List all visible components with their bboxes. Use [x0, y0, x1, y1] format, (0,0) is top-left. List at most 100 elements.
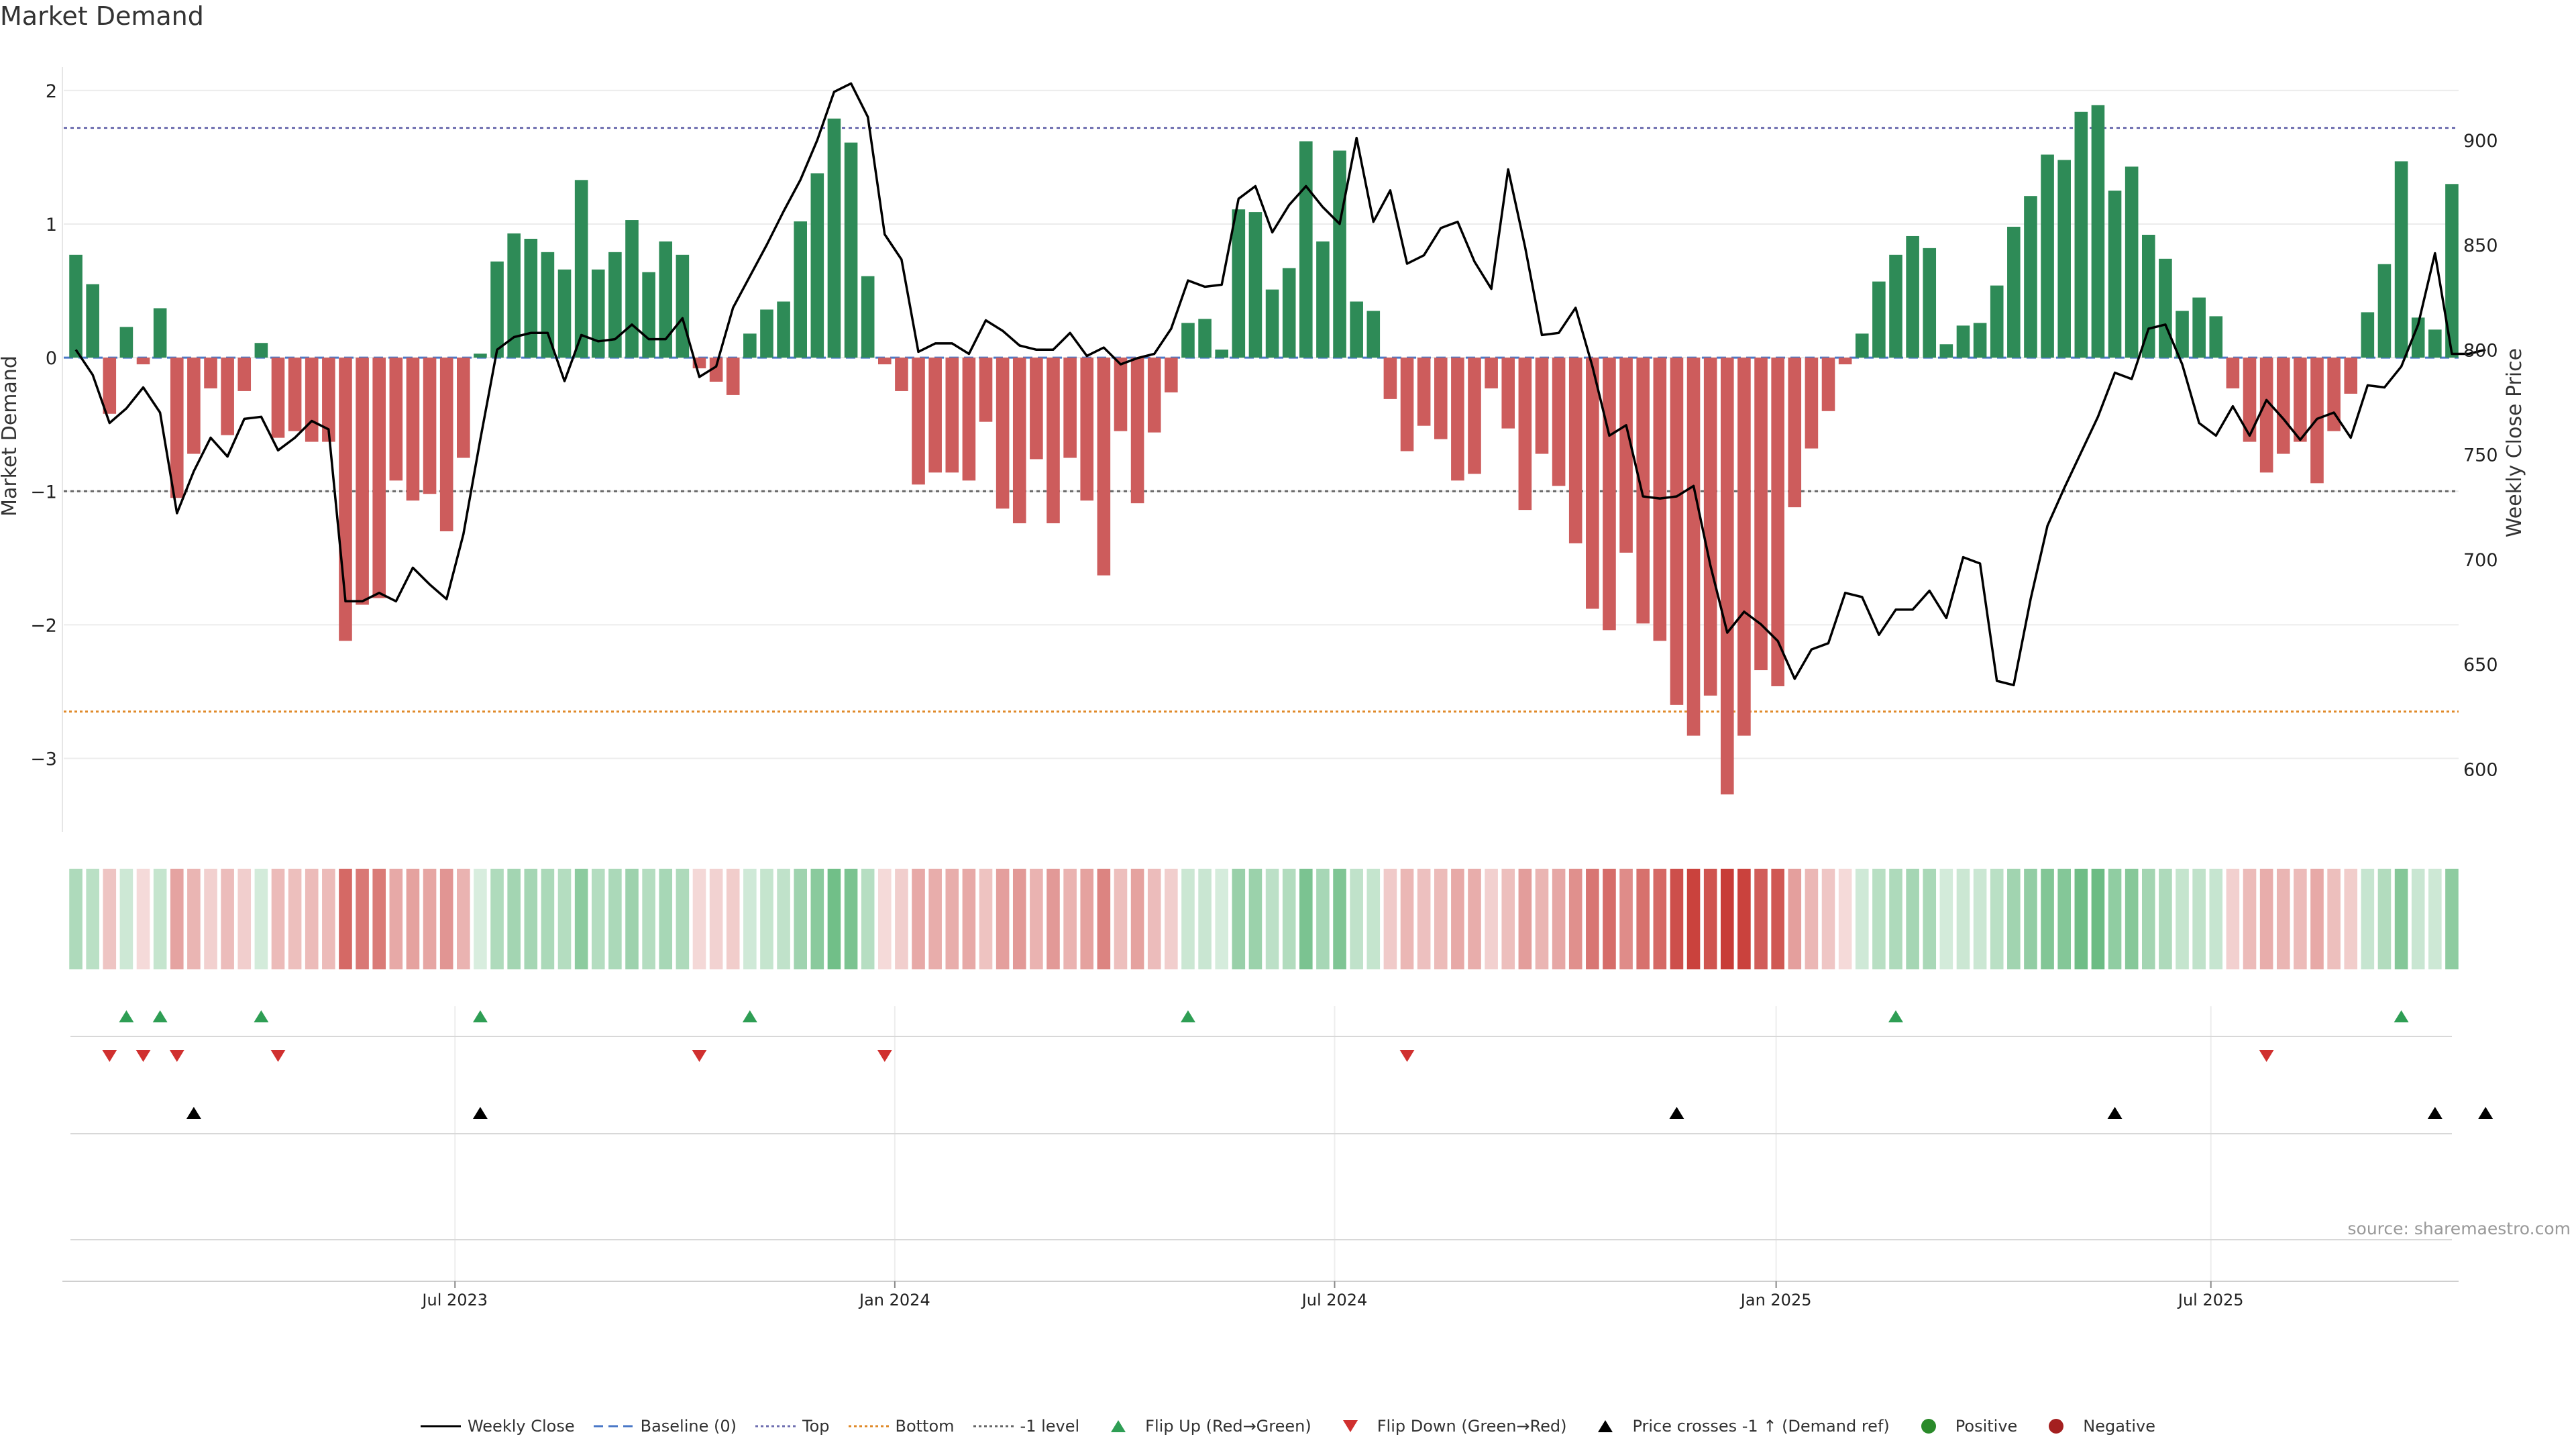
legend-triangle-up-icon [1111, 1420, 1126, 1432]
heat-cell [2176, 869, 2189, 969]
demand-bar [1906, 235, 1919, 358]
heat-cell [743, 869, 757, 969]
legend-swatch-icon [1921, 1419, 1936, 1434]
heat-cell [945, 869, 959, 969]
demand-bar [1754, 358, 1768, 671]
heat-cell [1518, 869, 1532, 969]
heat-cell [1030, 869, 1043, 969]
legend-label: Bottom [895, 1417, 955, 1436]
heat-cell [1956, 869, 1970, 969]
demand-bar [2226, 358, 2240, 388]
demand-bar [1923, 248, 1937, 358]
heat-cell [557, 869, 572, 969]
heat-cell [254, 869, 268, 969]
demand-bar [1990, 285, 2004, 358]
legend-swatch-icon [848, 1425, 889, 1428]
demand-bar [1805, 358, 1819, 449]
heat-cell [2344, 869, 2358, 969]
legend-label: Baseline (0) [640, 1417, 737, 1436]
right-tick-label: 650 [2463, 655, 2498, 676]
demand-bar [204, 358, 217, 388]
source-credit: source: sharemaestro.com [2347, 1219, 2571, 1238]
legend-item: Negative [2036, 1417, 2155, 1436]
price-line [74, 82, 2486, 687]
demand-bar [1451, 358, 1464, 481]
heat-cell [1603, 869, 1616, 969]
heat-cell [2226, 869, 2240, 969]
heat-cell [1586, 869, 1599, 969]
chart-legend: Weekly Close Baseline (0) Top Bottom -1 leve… [0, 1417, 2576, 1436]
demand-bar [1855, 333, 1869, 358]
legend-dot-icon [2049, 1419, 2064, 1434]
demand-bar [659, 241, 673, 358]
heat-cell [2074, 869, 2088, 969]
legend-item: Baseline (0) [593, 1417, 737, 1436]
demand-bar [2243, 358, 2257, 442]
demand-bar [1889, 254, 1902, 358]
left-axis-label: Market Demand [0, 356, 21, 517]
demand-bar [1686, 358, 1701, 736]
flip-down-marker [877, 1050, 892, 1062]
demand-bar [2377, 264, 2392, 358]
heat-cell [844, 869, 858, 969]
legend-swatch-icon [420, 1425, 461, 1428]
demand-bar [1670, 358, 1684, 705]
heat-cell [1012, 869, 1026, 969]
demand-bar [372, 358, 386, 598]
heat-cell [322, 869, 335, 969]
heat-cell [2327, 869, 2341, 969]
heat-cell [912, 869, 925, 969]
demand-bar [1636, 358, 1650, 624]
heat-cell [1771, 869, 1784, 969]
legend-label: Flip Up (Red→Green) [1145, 1417, 1311, 1436]
heat-cell [895, 869, 908, 969]
demand-bar [389, 358, 403, 481]
heat-cell [2159, 869, 2172, 969]
demand-bar [457, 358, 470, 458]
demand-bar [1012, 358, 1026, 524]
demand-bar [760, 309, 773, 358]
heat-cell [1333, 869, 1346, 969]
demand-bar [2445, 184, 2459, 358]
flip-down-marker [102, 1050, 117, 1062]
heat-cell [271, 869, 285, 969]
heat-cell [760, 869, 773, 969]
heat-cell [1181, 869, 1195, 969]
demand-bar [1130, 358, 1144, 504]
demand-bar [187, 358, 201, 454]
demand-bar [642, 272, 655, 358]
demand-bar [1165, 358, 1178, 392]
demand-bar [1771, 358, 1784, 686]
heat-cell [221, 869, 234, 969]
legend-triangle-down-icon [1342, 1420, 1358, 1432]
demand-bar [2344, 358, 2358, 394]
flip-down-marker [2259, 1050, 2274, 1062]
heat-cell [406, 869, 420, 969]
flip-down-marker [270, 1050, 286, 1062]
demand-bar [1434, 358, 1448, 439]
heat-cell [1653, 869, 1667, 969]
demand-bar [221, 358, 234, 435]
heat-cell [591, 869, 605, 969]
heat-cell [1417, 869, 1431, 969]
legend-item: Positive [1909, 1417, 2017, 1436]
demand-bar [103, 358, 117, 414]
flip-markers [70, 1010, 2452, 1062]
heat-cell [1198, 869, 1212, 969]
demand-bar [541, 252, 555, 358]
heat-cell [2428, 869, 2442, 969]
heat-cell [2243, 869, 2257, 969]
heat-cell [1619, 869, 1633, 969]
heat-cell [1468, 869, 1481, 969]
heat-cell [1754, 869, 1768, 969]
heat-cell [1046, 869, 1060, 969]
demand-bar [1265, 289, 1279, 358]
heat-cell [1737, 869, 1751, 969]
weekly-close-line [74, 82, 2486, 687]
demand-bar [1299, 141, 1313, 358]
heat-cell [1686, 869, 1701, 969]
heat-cell [1889, 869, 1902, 969]
heat-cell [2091, 869, 2105, 969]
demand-bar [827, 118, 841, 358]
right-axis-ticks: 900 850 800 750 700 650 600 [2463, 131, 2498, 781]
